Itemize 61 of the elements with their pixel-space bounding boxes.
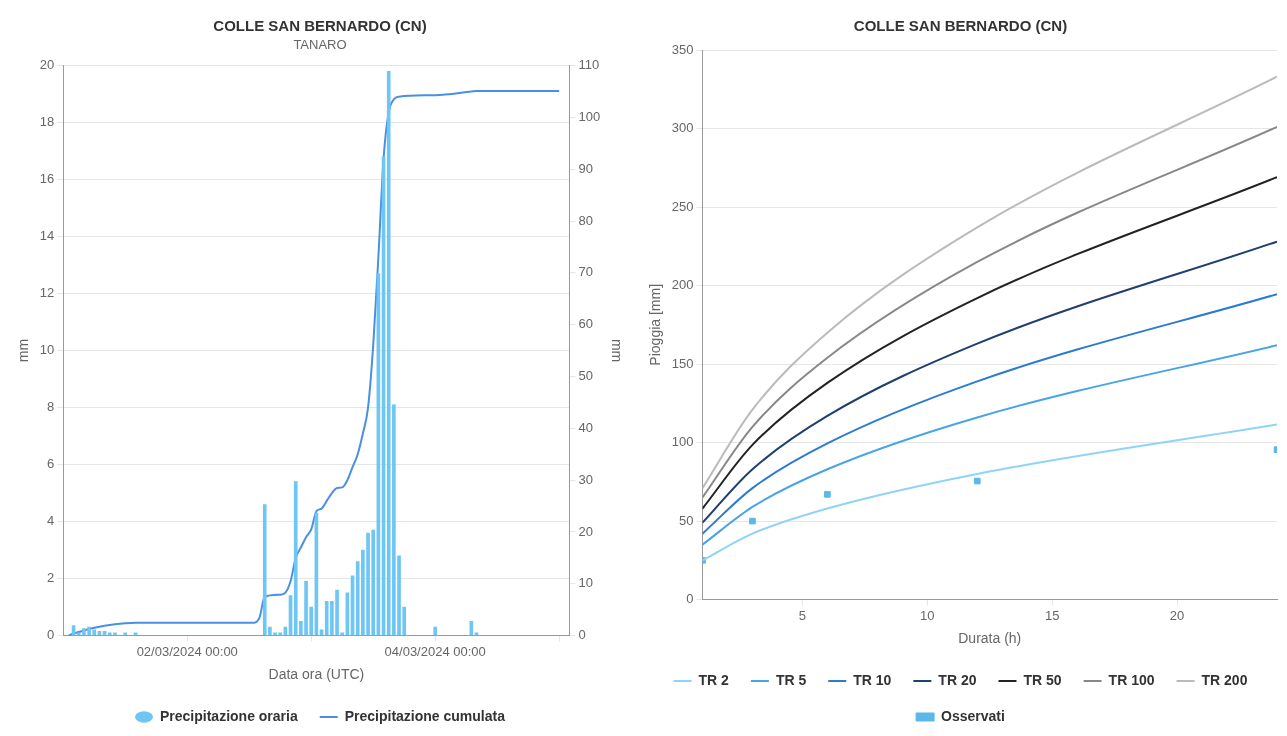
y2-tick-label: 40 [578, 419, 593, 435]
y-tick-label: 10 [39, 342, 55, 358]
x-tick-label: 5 [798, 607, 807, 623]
x-tick-label: 15 [1044, 607, 1060, 623]
bar [433, 626, 438, 636]
x-tick-label: 04/03/2024 00:00 [384, 643, 486, 659]
y2-tick-label: 0 [578, 627, 586, 643]
y2-tick-label: 80 [578, 212, 593, 228]
chart-title: COLLE SAN BERNARDO (CN) [213, 17, 427, 35]
y-tick-label: 4 [47, 513, 55, 529]
y-tick-label: 150 [671, 355, 694, 371]
y2-tick-label: 110 [578, 57, 600, 73]
legend-label: TR 100 [1108, 671, 1155, 688]
y2-tick-label: 50 [578, 368, 593, 384]
y2-tick-label: 70 [578, 264, 593, 280]
legend-label: TR 50 [1023, 671, 1062, 688]
line-series [67, 89, 561, 636]
y-tick-label: 14 [39, 228, 55, 244]
x-tick-label: 20 [1169, 607, 1185, 623]
y-tick-label: 18 [39, 114, 55, 130]
legend-label: Precipitazione oraria [160, 707, 298, 724]
y-tick-label: 6 [47, 456, 55, 472]
y-tick-label: 250 [671, 198, 694, 214]
chart-subtitle: TANARO [293, 37, 347, 53]
y-tick-label: 0 [47, 627, 55, 643]
legend-label: Precipitazione cumulata [344, 707, 506, 724]
y-tick-label: 350 [671, 41, 694, 57]
y-tick-label: 2 [47, 570, 55, 586]
y2-tick-label: 60 [578, 316, 593, 332]
y-tick-label: 20 [39, 57, 55, 73]
y2-tick-label: 100 [578, 109, 601, 124]
bar [123, 632, 128, 636]
chart-title: COLLE SAN BERNARDO (CN) [853, 17, 1068, 35]
legend-label: TR 5 [775, 671, 807, 688]
legend-label: TR 200 [1201, 671, 1248, 688]
x-axis-title: Durata (h) [958, 630, 1022, 647]
y-tick-label: 0 [686, 591, 694, 607]
point [749, 517, 756, 525]
point [973, 477, 981, 485]
y-tick-label: 200 [671, 277, 694, 293]
y-tick-label: 8 [47, 399, 55, 415]
y-tick-label: 12 [39, 285, 55, 301]
y2-tick-label: 10 [578, 575, 593, 591]
point [824, 491, 831, 498]
y2-tick-label: 90 [578, 160, 593, 176]
x-tick-label: 10 [920, 607, 935, 623]
y-tick-label: 100 [671, 434, 694, 450]
y2-tick-label: 20 [578, 523, 593, 539]
y-tick-label: 16 [39, 171, 55, 187]
y-axis-title: Pioggia [mm] [647, 283, 664, 366]
legend-label: Osservati [941, 707, 1005, 724]
y-axis-title: mm [15, 338, 32, 363]
y-tick-label: 300 [671, 120, 694, 136]
y2-axis-title: mm [608, 338, 625, 363]
legend-label: TR 20 [938, 671, 977, 688]
legend-label: TR 10 [853, 671, 892, 688]
legend-label: TR 2 [698, 671, 730, 688]
y-tick-label: 50 [679, 512, 694, 528]
x-axis-title: Data ora (UTC) [268, 666, 365, 683]
x-tick-label: 02/03/2024 00:00 [136, 643, 238, 659]
y2-tick-label: 30 [578, 471, 593, 487]
